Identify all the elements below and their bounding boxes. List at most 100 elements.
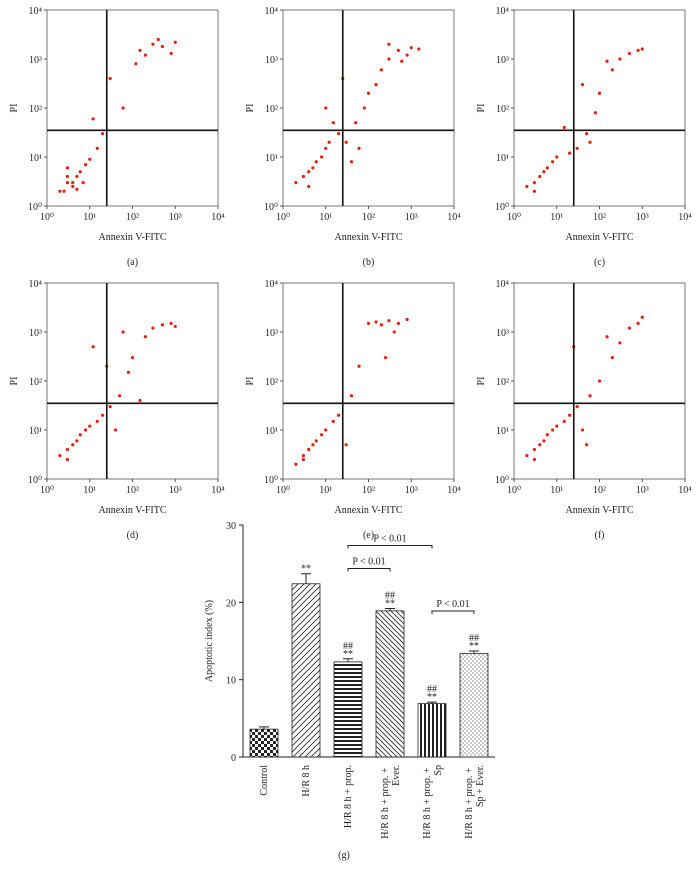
- error-bar: [469, 650, 479, 654]
- event-dot: [324, 428, 328, 432]
- comparison-label: P < 0.01: [352, 557, 385, 568]
- event-dot: [525, 454, 529, 458]
- event-dot: [301, 457, 305, 462]
- event-dot: [58, 454, 62, 458]
- x-tick-label: 10³: [405, 212, 418, 223]
- comparison-label: P < 0.01: [373, 534, 406, 545]
- x-tick-label: 10⁴: [447, 485, 461, 496]
- y-tick-label: 0: [231, 753, 236, 764]
- event-dot: [84, 162, 88, 167]
- event-dot: [580, 83, 585, 87]
- x-tick-label: 10⁴: [678, 485, 692, 496]
- x-tick-label: H/R 8 h: [301, 765, 312, 797]
- event-dot: [605, 59, 609, 63]
- event-dot: [538, 174, 542, 179]
- event-dot: [324, 106, 328, 110]
- event-dot: [618, 57, 622, 61]
- y-tick-label: 10⁰: [264, 202, 278, 213]
- event-dot: [362, 106, 366, 110]
- event-dot: [532, 181, 536, 185]
- event-dot: [545, 433, 549, 437]
- event-dot: [65, 166, 69, 170]
- event-dot: [366, 91, 371, 95]
- event-dot: [575, 405, 579, 409]
- event-dot: [562, 419, 566, 423]
- error-bar: [343, 658, 353, 662]
- y-axis-label: PI: [245, 104, 256, 113]
- significance-marker: ##: [427, 684, 437, 695]
- event-dot: [387, 57, 391, 61]
- event-dot: [143, 53, 147, 57]
- event-dot: [532, 457, 536, 462]
- event-dot: [349, 160, 354, 164]
- event-dot: [301, 174, 305, 179]
- event-dot: [337, 132, 341, 136]
- y-tick-label: 10³: [29, 328, 42, 339]
- y-tick-label: 10⁴: [496, 6, 510, 17]
- y-axis-label: Apoptotic index (%): [204, 600, 215, 682]
- event-dot: [636, 48, 640, 52]
- event-dot: [636, 321, 640, 325]
- event-dot: [580, 428, 585, 432]
- event-dot: [357, 364, 361, 368]
- x-axis-label: Annexin V-FITC: [565, 232, 633, 243]
- event-dot: [101, 132, 105, 136]
- event-dot: [331, 419, 335, 423]
- event-dot: [130, 356, 135, 360]
- x-tick-label: 10¹: [83, 212, 96, 223]
- plot-frame: [46, 282, 219, 480]
- x-tick-label: 10¹: [550, 212, 563, 223]
- event-dot: [379, 323, 383, 327]
- x-tick-label: 10⁰: [276, 485, 290, 496]
- x-tick-label: 10⁴: [447, 212, 461, 223]
- y-tick-label: 10⁰: [28, 475, 42, 486]
- event-dot: [75, 187, 79, 191]
- x-axis-label: Annexin V-FITC: [334, 232, 402, 243]
- y-tick-label: 10³: [29, 55, 42, 66]
- event-dot: [555, 155, 559, 159]
- bar: [249, 728, 279, 758]
- event-dot: [374, 320, 378, 324]
- bar: [417, 703, 447, 758]
- event-dot: [75, 439, 79, 443]
- y-tick-label: 10³: [265, 55, 278, 66]
- event-dot: [585, 443, 589, 447]
- x-tick-label: 10⁰: [40, 485, 54, 496]
- event-dot: [555, 424, 559, 428]
- event-dot: [126, 370, 130, 374]
- event-dot: [627, 326, 631, 330]
- event-dot: [417, 47, 421, 51]
- y-tick-label: 10⁰: [28, 202, 42, 213]
- event-dot: [405, 53, 409, 57]
- event-dot: [392, 330, 396, 334]
- x-tick-label: 10²: [593, 485, 606, 496]
- significance-marker: ##: [385, 591, 395, 602]
- event-dot: [588, 140, 592, 144]
- event-dot: [618, 341, 622, 345]
- x-tick-label: 10³: [169, 212, 182, 223]
- event-dot: [324, 146, 328, 150]
- event-dot: [605, 335, 609, 339]
- event-dot: [62, 189, 66, 193]
- panel-caption: (g): [338, 850, 350, 861]
- significance-marker: ##: [469, 633, 479, 644]
- y-tick-label: 10²: [265, 104, 278, 115]
- y-axis-label: PI: [9, 377, 20, 386]
- x-tick-label: H/R 8 h + prop. + Ever.: [380, 765, 402, 839]
- event-dot: [538, 443, 542, 447]
- y-tick-label: 10⁴: [496, 279, 510, 290]
- event-dot: [545, 166, 549, 170]
- event-dot: [387, 42, 391, 46]
- bar: [459, 652, 489, 758]
- event-dot: [108, 405, 112, 409]
- event-dot: [71, 181, 75, 185]
- x-tick-label: 10²: [126, 485, 139, 496]
- event-dot: [532, 447, 536, 452]
- event-dot: [65, 181, 69, 185]
- event-dot: [101, 413, 105, 417]
- event-dot: [597, 91, 602, 95]
- x-tick-label: 10²: [126, 212, 139, 223]
- event-dot: [121, 330, 125, 334]
- event-dot: [58, 189, 62, 193]
